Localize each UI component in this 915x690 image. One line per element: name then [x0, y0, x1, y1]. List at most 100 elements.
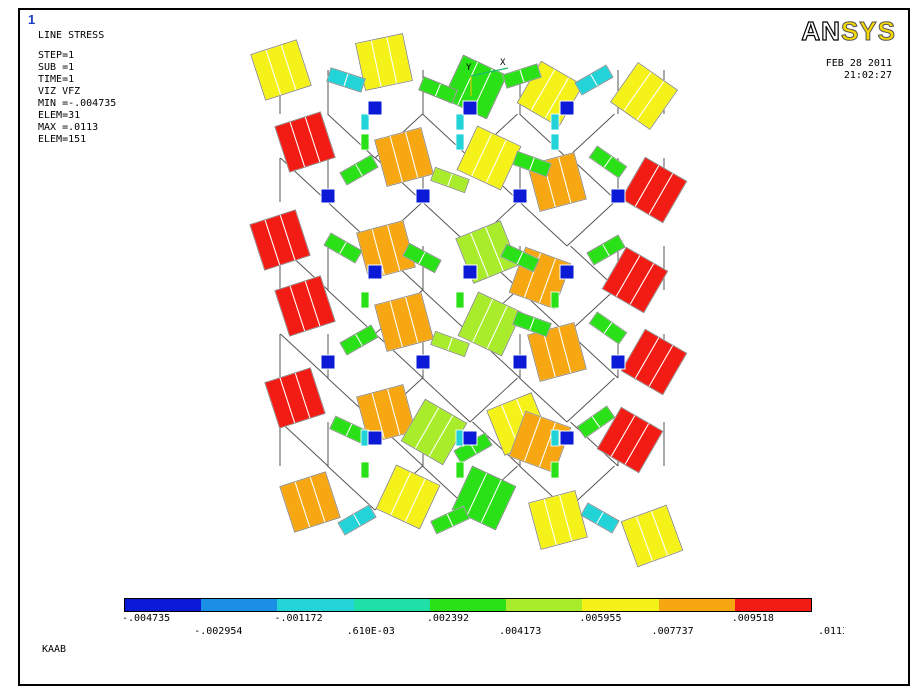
beam-outline — [601, 246, 669, 314]
connector-member — [360, 461, 370, 479]
beam-outline — [508, 246, 572, 310]
beam-outline — [279, 471, 341, 533]
beam-member — [430, 505, 470, 535]
lattice-wire — [570, 421, 619, 467]
beam-member — [418, 76, 458, 104]
joint-node — [415, 354, 431, 370]
beam-member — [502, 63, 542, 89]
joint-node — [512, 354, 528, 370]
beam-member — [588, 145, 628, 179]
joint-node — [415, 188, 431, 204]
connector-member — [550, 133, 560, 151]
legend-label-top: .005955 — [579, 613, 621, 624]
beam-outline — [586, 234, 626, 266]
beam-outline — [339, 154, 379, 186]
x-axis-label: X — [500, 58, 506, 68]
beam-member — [326, 67, 366, 93]
legend-swatch — [734, 599, 811, 611]
date-text: FEB 28 2011 — [825, 58, 892, 69]
beam-outline — [374, 292, 434, 352]
beam-member — [586, 234, 626, 266]
legend-label-top: .002392 — [427, 613, 469, 624]
connector-member — [360, 113, 370, 131]
joint-node — [559, 430, 575, 446]
info-line: STEP=1 — [38, 50, 75, 61]
beam-outline — [249, 209, 311, 271]
legend-swatch — [277, 599, 354, 611]
timestamp: FEB 28 2011 21:02:27 — [826, 58, 892, 82]
joint-node — [367, 100, 383, 116]
lattice-wire — [327, 465, 376, 511]
connector-member — [550, 429, 560, 447]
joint-node — [462, 264, 478, 280]
info-line: ELEM=151 — [38, 134, 87, 145]
beam-outline — [430, 166, 470, 194]
beam-member — [375, 464, 441, 530]
beam-member — [430, 330, 470, 358]
lattice-wire — [566, 201, 615, 247]
lattice-wire — [566, 377, 615, 423]
beam-outline — [512, 310, 552, 338]
legend-swatch — [125, 599, 202, 611]
beam-outline — [580, 502, 620, 534]
beam-outline — [500, 243, 540, 273]
legend-swatch — [201, 599, 278, 611]
beam-member — [264, 367, 326, 429]
beam-outline — [508, 410, 572, 474]
beam-member — [500, 243, 540, 273]
result-info-block: LINE STRESS STEP=1 SUB =1 TIME=1 VIZ VFZ… — [38, 30, 116, 146]
beam-member — [527, 489, 589, 551]
beam-member — [354, 32, 414, 92]
beam-outline — [457, 291, 523, 357]
beam-member — [457, 291, 523, 357]
beam-outline — [430, 505, 470, 535]
beam-outline — [502, 63, 542, 89]
beam-outline — [455, 220, 519, 284]
time-text: 21:02:27 — [843, 70, 892, 81]
beam-member — [339, 154, 379, 186]
beam-member — [249, 209, 311, 271]
connector-member — [550, 461, 560, 479]
legend-label-top: -.004735 — [124, 613, 170, 624]
beam-member — [601, 246, 669, 314]
info-line: MAX =.0113 — [38, 122, 99, 133]
legend-swatch — [582, 599, 659, 611]
lattice-wire — [469, 377, 518, 423]
lattice-wire — [519, 377, 568, 423]
color-legend: -.004735 -.001172 .002392 .005955 .009518 -.0… — [122, 598, 848, 650]
beam-member — [430, 166, 470, 194]
beam-outline — [274, 275, 336, 337]
beam-member — [620, 156, 688, 224]
beam-outline — [512, 150, 552, 178]
beam-outline — [456, 125, 522, 191]
lattice-wire — [422, 113, 471, 159]
legend-swatch — [506, 599, 583, 611]
joint-node — [559, 264, 575, 280]
info-line: VIZ VFZ — [38, 86, 81, 97]
beam-member — [274, 275, 336, 337]
joint-node — [320, 188, 336, 204]
lattice-wire — [327, 113, 376, 159]
beam-member — [620, 328, 688, 396]
beam-outline — [274, 111, 336, 173]
connector-member — [455, 461, 465, 479]
connector-member — [360, 291, 370, 309]
legend-label-bottom: -.002954 — [194, 626, 242, 637]
beam-outline — [451, 465, 517, 531]
beam-outline — [337, 504, 377, 536]
lattice-wire — [519, 201, 568, 247]
joint-node — [462, 430, 478, 446]
beam-segment — [446, 172, 470, 194]
joint-node — [462, 100, 478, 116]
joint-node — [367, 430, 383, 446]
beam-member — [279, 471, 341, 533]
x-axis-line — [470, 67, 509, 77]
beam-member — [576, 405, 616, 439]
beam-member — [274, 111, 336, 173]
beam-outline — [620, 156, 688, 224]
beam-outline — [596, 406, 664, 474]
legend-swatch — [353, 599, 430, 611]
legend-swatch — [658, 599, 735, 611]
beam-member — [512, 150, 552, 178]
color-legend-bar — [124, 598, 812, 612]
